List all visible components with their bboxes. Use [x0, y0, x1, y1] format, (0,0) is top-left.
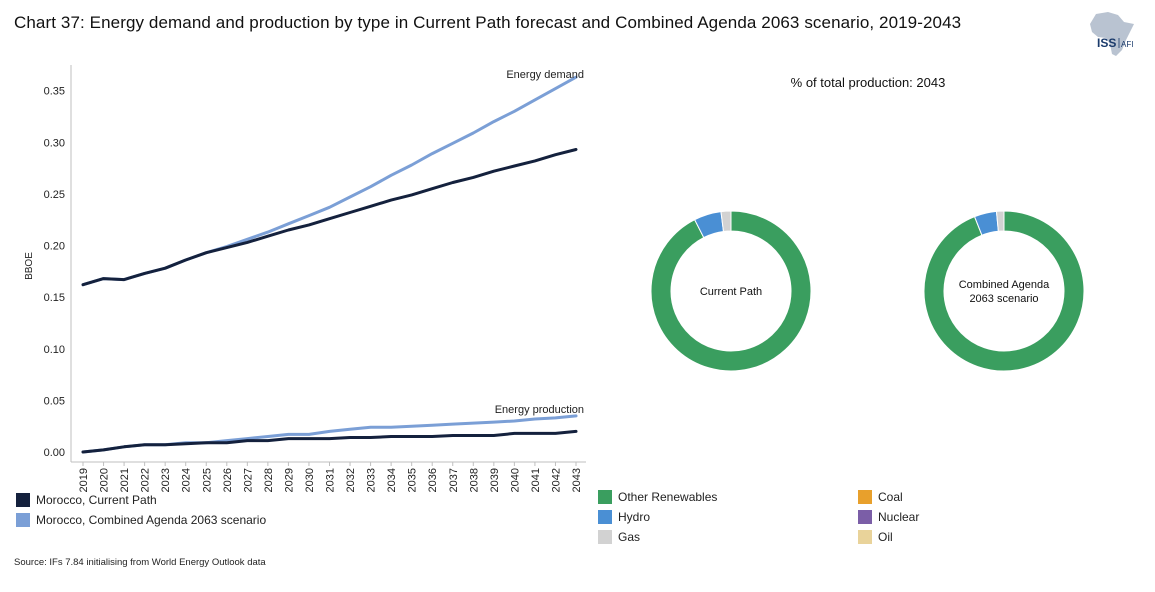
x-tick-label: 2022 — [140, 468, 152, 492]
legend-label-combined-agenda: Morocco, Combined Agenda 2063 scenario — [36, 513, 267, 527]
chart-title: Chart 37: Energy demand and production b… — [14, 13, 962, 32]
iss-afi-logo: ISS AFI — [1090, 12, 1134, 56]
x-tick-label: 2040 — [509, 468, 521, 492]
y-tick-label: 0.30 — [44, 137, 65, 149]
legend-swatch-combined-agenda — [16, 513, 30, 527]
logo-text: ISS — [1097, 36, 1116, 50]
series-line-demand-combined-agenda — [81, 75, 578, 287]
logo-subtext: AFI — [1121, 40, 1133, 49]
x-tick-label: 2034 — [386, 468, 398, 492]
pie-legend-oil[interactable]: Oil — [858, 530, 893, 544]
x-tick-label: 2027 — [242, 468, 254, 492]
x-tick-label: 2029 — [283, 468, 295, 492]
x-tick-label: 2020 — [99, 468, 111, 492]
x-tick-label: 2039 — [489, 468, 501, 492]
y-axis-label: BBOE — [24, 252, 35, 280]
x-tick-label: 2038 — [468, 468, 480, 492]
pie-legend-coal[interactable]: Coal — [858, 490, 903, 504]
pie-legend-nuclear[interactable]: Nuclear — [858, 510, 919, 524]
donut-section-title: % of total production: 2043 — [791, 75, 946, 90]
series-line-demand-current-path — [81, 148, 578, 287]
y-tick-label: 0.25 — [44, 189, 65, 201]
x-tick-label: 2033 — [366, 468, 378, 492]
donut-slice-gas — [995, 210, 1005, 232]
x-tick-label: 2043 — [571, 468, 583, 492]
africa-map-icon — [1090, 12, 1134, 56]
x-tick-label: 2032 — [345, 468, 357, 492]
donut-center-label: Combined Agenda — [959, 279, 1050, 291]
annotation-energy-production: Energy production — [495, 404, 584, 416]
pie-legend-swatch — [598, 530, 612, 544]
legend-current-path[interactable]: Morocco, Current Path — [16, 493, 157, 507]
x-tick-label: 2019 — [78, 468, 90, 492]
donut-center-label: 2063 scenario — [969, 293, 1038, 305]
donut-slice-other-renewables — [923, 210, 1085, 372]
legend-swatch-current-path — [16, 493, 30, 507]
donut-chart: % of total production: 2043 Current Path C… — [650, 75, 1085, 372]
x-tick-label: 2030 — [304, 468, 316, 492]
pie-legend-label: Other Renewables — [618, 490, 718, 504]
y-tick-label: 0.10 — [44, 344, 65, 356]
pie-legend-label: Coal — [878, 490, 903, 504]
x-tick-label: 2021 — [119, 468, 131, 492]
donut-slice-gas — [720, 210, 732, 233]
series-line-production-current-path — [81, 429, 578, 454]
pie-legend-swatch — [858, 510, 872, 524]
annotation-energy-demand: Energy demand — [506, 69, 584, 81]
donut-slice-other-renewables — [650, 210, 812, 372]
x-tick-label: 2028 — [263, 468, 275, 492]
x-tick-label: 2035 — [407, 468, 419, 492]
x-tick-label: 2025 — [201, 468, 213, 492]
pie-legend-swatch — [858, 530, 872, 544]
x-tick-label: 2031 — [325, 468, 337, 492]
x-tick-label: 2036 — [427, 468, 439, 492]
pie-legend-other-renewables[interactable]: Other Renewables — [598, 490, 717, 504]
x-tick-label: 2041 — [530, 468, 542, 492]
pie-legend-swatch — [598, 490, 612, 504]
x-tick-label: 2037 — [448, 468, 460, 492]
donut-center-label: Current Path — [700, 286, 762, 298]
y-tick-label: 0.15 — [44, 292, 65, 304]
pie-legend-swatch — [598, 510, 612, 524]
legend-label-current-path: Morocco, Current Path — [36, 493, 157, 507]
x-tick-label: 2042 — [550, 468, 562, 492]
x-tick-label: 2023 — [160, 468, 172, 492]
pie-legend-label: Hydro — [618, 510, 651, 524]
pie-legend-label: Gas — [618, 530, 641, 544]
pie-legend-label: Nuclear — [878, 510, 920, 524]
legend-combined-agenda[interactable]: Morocco, Combined Agenda 2063 scenario — [16, 513, 266, 527]
pie-legend-hydro[interactable]: Hydro — [598, 510, 650, 524]
y-tick-label: 0.05 — [44, 395, 65, 407]
y-tick-label: 0.00 — [44, 447, 65, 459]
pie-legend-gas[interactable]: Gas — [598, 530, 640, 544]
y-tick-label: 0.35 — [44, 86, 65, 98]
y-tick-label: 0.20 — [44, 241, 65, 253]
pie-legend-swatch — [858, 490, 872, 504]
source-note: Source: IFs 7.84 initialising from World… — [14, 557, 266, 568]
x-tick-label: 2026 — [222, 468, 234, 492]
line-chart: 0.00 0.05 0.10 0.15 0.20 0.25 0.30 0.35 BBOE 2019… — [24, 65, 586, 492]
pie-legend-label: Oil — [878, 530, 893, 544]
x-tick-label: 2024 — [181, 468, 193, 492]
